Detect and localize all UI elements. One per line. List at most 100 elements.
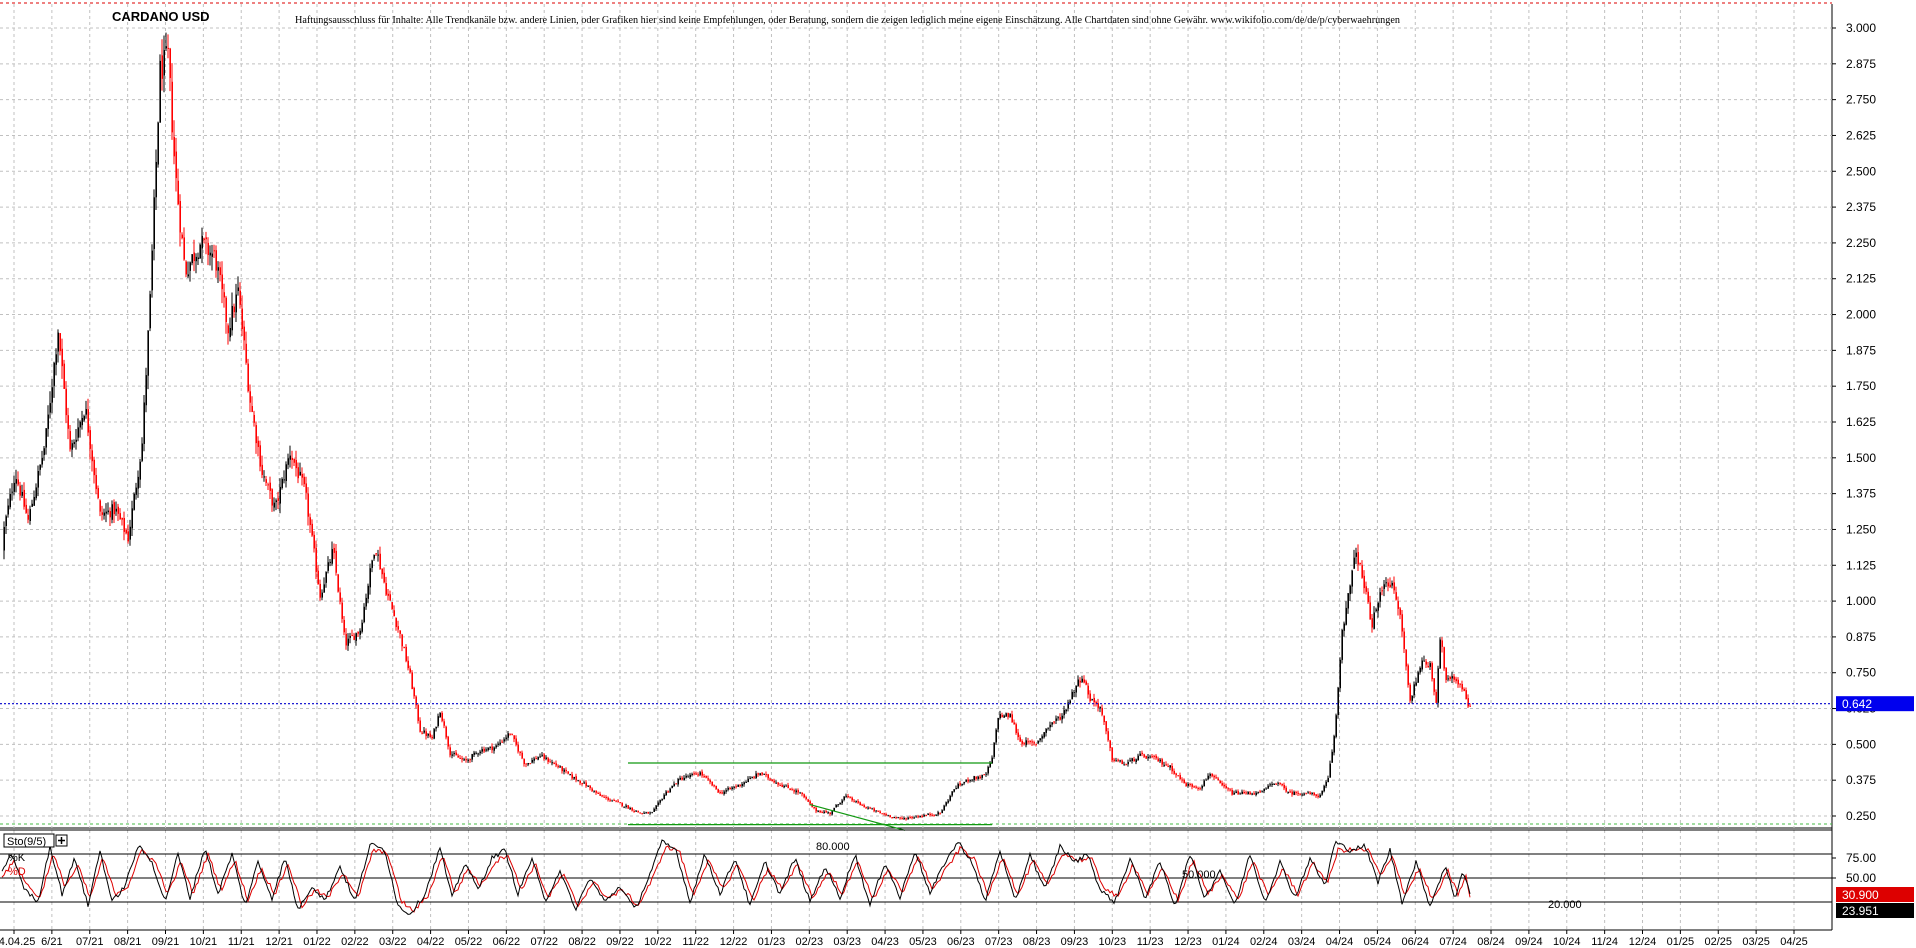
candle-body [1111, 747, 1113, 761]
candle-body [399, 630, 401, 634]
time-tick-label: 08/23 [1023, 936, 1051, 948]
candle-body [223, 292, 225, 298]
candle-body [405, 646, 407, 662]
candle-body [561, 766, 563, 772]
candle-body [1325, 781, 1327, 787]
candle-body [1253, 793, 1255, 795]
candle-body [1045, 729, 1047, 733]
candle-body [153, 197, 155, 249]
candle-body [387, 593, 389, 596]
candle-body [1287, 791, 1289, 793]
candle-body [1083, 679, 1085, 683]
candle-body [689, 774, 691, 778]
candle-body [15, 479, 17, 484]
candle-body [239, 290, 241, 305]
candle-body [509, 733, 511, 735]
candle-body [1245, 792, 1247, 794]
candle-body [1387, 582, 1389, 587]
candle-body [533, 758, 535, 761]
candle-body [1117, 759, 1119, 761]
candle-body [1339, 659, 1341, 689]
candle-body [1055, 718, 1057, 721]
price-tick-label: 2.500 [1846, 164, 1876, 178]
candle-body [925, 814, 927, 816]
candle-body [453, 753, 455, 755]
candle-body [649, 812, 651, 814]
time-tick-label: 07/21 [76, 936, 104, 948]
indicator-name-box[interactable] [3, 833, 55, 848]
candle-body [299, 471, 301, 476]
candle-body [361, 622, 363, 632]
candle-body [1039, 738, 1041, 741]
candle-body [347, 638, 349, 646]
candle-body [897, 817, 899, 819]
candle-body [1063, 710, 1065, 716]
candle-body [577, 780, 579, 782]
candle-body [999, 714, 1001, 719]
candle-body [623, 806, 625, 808]
candle-body [289, 455, 291, 460]
candle-body [709, 780, 711, 783]
candle-body [691, 773, 693, 775]
candle-body [75, 439, 77, 442]
candle-body [85, 409, 87, 415]
candle-body [683, 777, 685, 781]
candle-body [255, 425, 257, 444]
candle-body [819, 810, 821, 813]
candle-body [1121, 760, 1123, 765]
candle-body [421, 732, 423, 734]
candle-body [391, 602, 393, 610]
stochastic-lines [1, 839, 1471, 915]
candle-body [1455, 678, 1457, 682]
candle-body [613, 800, 615, 802]
price-tick-label: 2.250 [1846, 236, 1876, 250]
candle-body [751, 777, 753, 779]
candle-body [1453, 676, 1455, 680]
candle-body [671, 785, 673, 789]
candle-body [547, 758, 549, 762]
candle-body [1113, 759, 1115, 761]
candle-body [1205, 779, 1207, 781]
candle-body [1243, 792, 1245, 794]
candle-body [977, 776, 979, 779]
candle-body [1123, 764, 1125, 766]
candle-body [375, 553, 377, 555]
candle-body [1327, 778, 1329, 783]
candle-body [1249, 792, 1251, 795]
candle-body [801, 792, 803, 795]
time-tick-label: 05/23 [909, 936, 937, 948]
candle-body [463, 759, 465, 761]
candle-body [1137, 755, 1139, 761]
time-tick-label: 10/23 [1099, 936, 1127, 948]
candle-body [1185, 783, 1187, 787]
candle-body [665, 791, 667, 796]
candlestick-series [3, 32, 1471, 821]
candle-body [501, 741, 503, 743]
candle-body [845, 795, 847, 797]
candle-body [63, 363, 65, 389]
candle-body [967, 779, 969, 782]
candle-body [1071, 691, 1073, 700]
candle-body [1283, 784, 1285, 789]
candle-body [863, 805, 865, 808]
candle-body [1241, 791, 1243, 794]
candle-body [301, 473, 303, 478]
candle-body [1413, 684, 1415, 696]
time-tick-label: 01/23 [758, 936, 786, 948]
candle-body [615, 800, 617, 802]
candle-body [875, 810, 877, 812]
candle-body [65, 388, 67, 416]
candle-body [189, 262, 191, 271]
candle-body [459, 757, 461, 759]
candle-body [697, 774, 699, 776]
candle-body [953, 789, 955, 792]
time-tick-label: 6/21 [41, 936, 62, 948]
price-tick-label: 2.625 [1846, 128, 1876, 142]
candle-body [339, 592, 341, 602]
price-tick-label: 1.500 [1846, 451, 1876, 465]
candle-body [281, 478, 283, 489]
candle-body [23, 489, 25, 507]
candle-body [349, 636, 351, 638]
candle-body [965, 779, 967, 782]
